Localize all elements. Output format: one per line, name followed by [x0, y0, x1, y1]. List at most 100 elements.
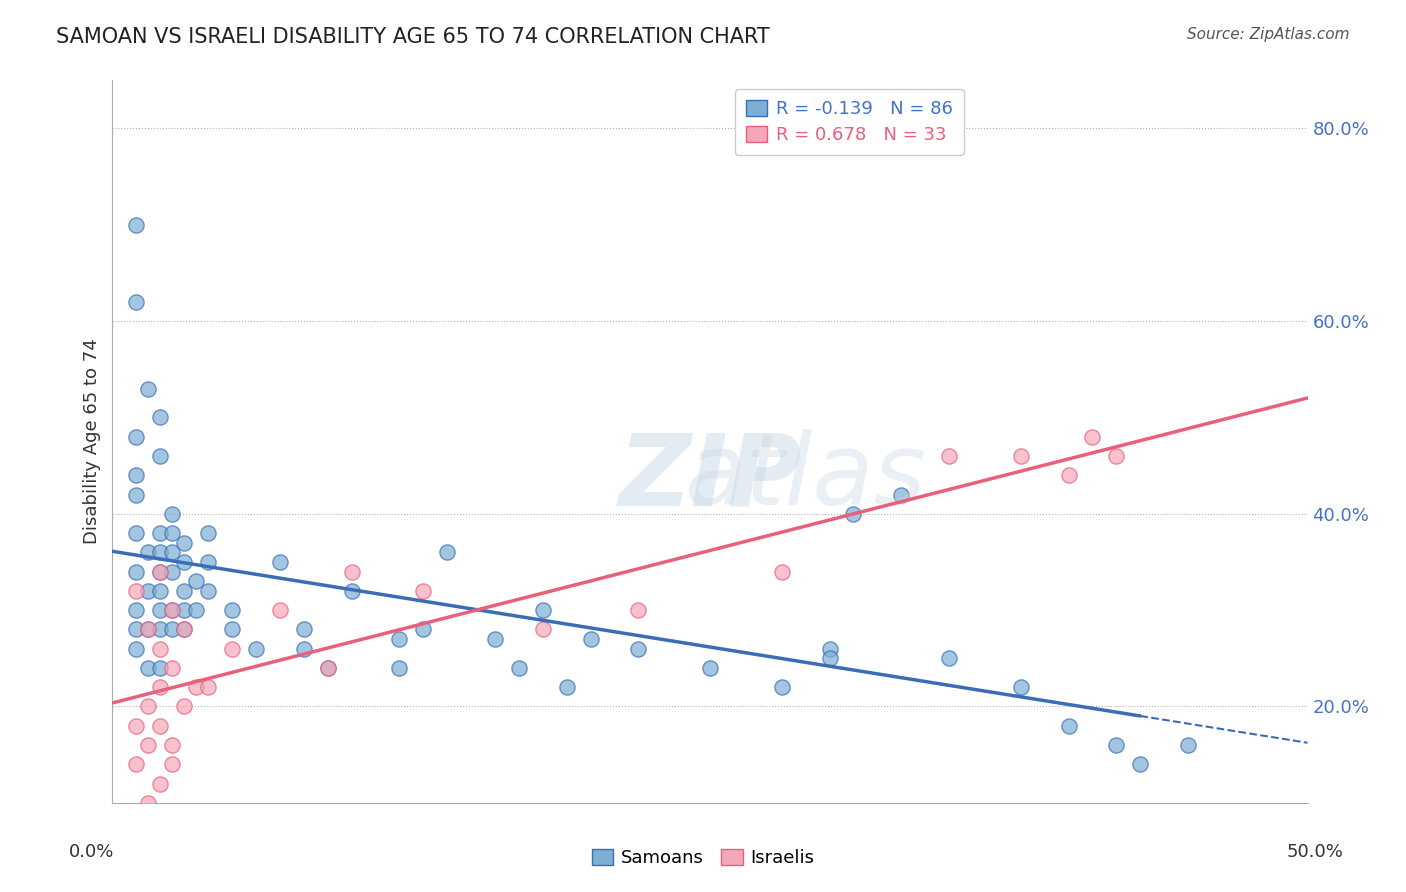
Point	[699, 661, 721, 675]
Point	[1057, 468, 1080, 483]
Point	[162, 661, 183, 675]
Point	[316, 661, 339, 675]
Point	[173, 623, 195, 637]
Point	[412, 583, 434, 598]
Point	[938, 651, 960, 665]
Point	[162, 526, 183, 541]
Point	[245, 641, 267, 656]
Point	[770, 680, 793, 694]
Point	[125, 487, 148, 501]
Point	[340, 565, 363, 579]
Point	[197, 680, 219, 694]
Y-axis label: Disability Age 65 to 74: Disability Age 65 to 74	[83, 339, 101, 544]
Point	[125, 603, 148, 617]
Point	[508, 661, 530, 675]
Point	[340, 583, 363, 598]
Point	[269, 603, 291, 617]
Point	[149, 545, 172, 559]
Legend: Samoans, Israelis: Samoans, Israelis	[585, 841, 821, 874]
Point	[197, 555, 219, 569]
Point	[1010, 680, 1032, 694]
Point	[149, 410, 172, 425]
Point	[125, 719, 148, 733]
Point	[138, 699, 160, 714]
Text: SAMOAN VS ISRAELI DISABILITY AGE 65 TO 74 CORRELATION CHART: SAMOAN VS ISRAELI DISABILITY AGE 65 TO 7…	[56, 27, 770, 46]
Point	[149, 661, 172, 675]
Text: 0.0%: 0.0%	[69, 843, 114, 861]
Point	[412, 623, 434, 637]
Point	[627, 603, 650, 617]
Point	[125, 526, 148, 541]
Point	[938, 449, 960, 463]
Text: 50.0%: 50.0%	[1286, 843, 1343, 861]
Point	[149, 526, 172, 541]
Text: Source: ZipAtlas.com: Source: ZipAtlas.com	[1187, 27, 1350, 42]
Point	[1105, 738, 1128, 752]
Point	[1010, 449, 1032, 463]
Point	[269, 555, 291, 569]
Point	[186, 574, 208, 589]
Point	[1081, 430, 1104, 444]
Point	[125, 565, 148, 579]
Point	[125, 294, 148, 309]
Point	[1129, 757, 1152, 772]
Point	[125, 583, 148, 598]
Point	[138, 661, 160, 675]
Point	[149, 776, 172, 790]
Point	[138, 738, 160, 752]
Point	[138, 545, 160, 559]
Point	[292, 641, 315, 656]
Point	[555, 680, 578, 694]
Point	[125, 468, 148, 483]
Point	[173, 623, 195, 637]
Point	[162, 738, 183, 752]
Point	[162, 545, 183, 559]
Point	[221, 603, 243, 617]
Point	[173, 555, 195, 569]
Point	[484, 632, 506, 646]
Text: atlas: atlas	[685, 429, 927, 526]
Point	[388, 632, 411, 646]
Point	[221, 623, 243, 637]
Point	[125, 623, 148, 637]
Point	[436, 545, 458, 559]
Point	[388, 661, 411, 675]
Point	[173, 603, 195, 617]
Point	[138, 623, 160, 637]
Point	[173, 535, 195, 549]
Point	[149, 623, 172, 637]
Point	[162, 603, 183, 617]
Point	[197, 526, 219, 541]
Point	[221, 641, 243, 656]
Legend: R = -0.139   N = 86, R = 0.678   N = 33: R = -0.139 N = 86, R = 0.678 N = 33	[735, 89, 965, 154]
Point	[162, 757, 183, 772]
Point	[162, 623, 183, 637]
Point	[316, 661, 339, 675]
Point	[125, 641, 148, 656]
Point	[162, 603, 183, 617]
Point	[531, 623, 554, 637]
Point	[138, 583, 160, 598]
Point	[197, 583, 219, 598]
Point	[138, 796, 160, 810]
Point	[1057, 719, 1080, 733]
Point	[149, 565, 172, 579]
Point	[818, 651, 841, 665]
Point	[149, 641, 172, 656]
Point	[149, 565, 172, 579]
Point	[149, 719, 172, 733]
Point	[138, 623, 160, 637]
Point	[1177, 738, 1199, 752]
Point	[125, 430, 148, 444]
Point	[186, 603, 208, 617]
Point	[173, 699, 195, 714]
Point	[186, 680, 208, 694]
Point	[162, 507, 183, 521]
Point	[292, 623, 315, 637]
Point	[531, 603, 554, 617]
Point	[162, 565, 183, 579]
Point	[842, 507, 865, 521]
Point	[125, 757, 148, 772]
Point	[149, 583, 172, 598]
Point	[149, 680, 172, 694]
